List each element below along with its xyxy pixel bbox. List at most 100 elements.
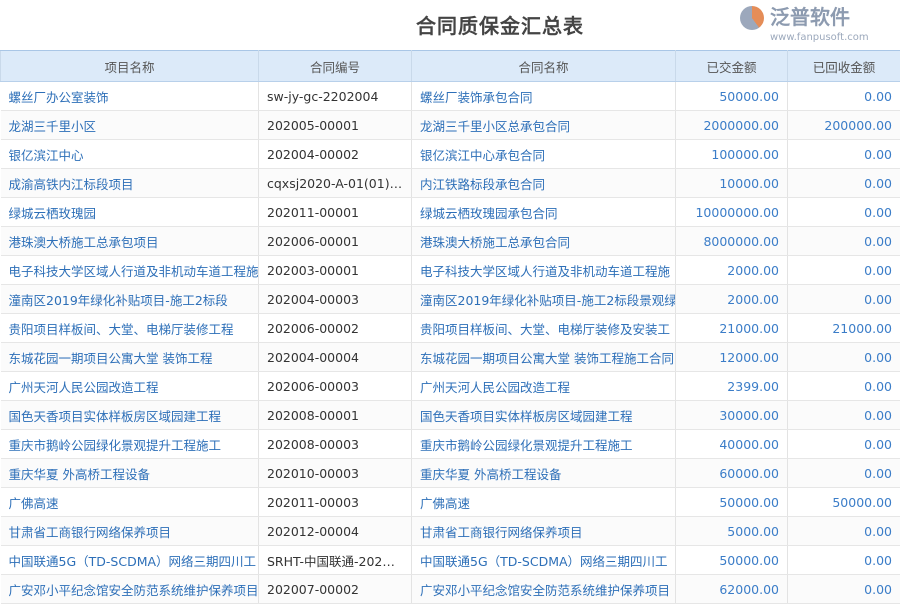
project-name-cell[interactable]: 成渝高铁内江标段项目 [1,169,259,198]
contract-name-cell[interactable]: 内江铁路标段承包合同 [412,169,676,198]
paid-amount-cell: 2000.00 [676,285,788,314]
contract-code-cell: 202006-00003 [259,372,412,401]
project-name-cell[interactable]: 国色天香项目实体样板房区域园建工程 [1,401,259,430]
contract-code-cell: 202007-00002 [259,575,412,604]
paid-amount-cell: 2000.00 [676,256,788,285]
fanpu-logo-icon [740,6,764,30]
paid-amount-cell: 60000.00 [676,459,788,488]
contract-name-cell[interactable]: 东城花园一期项目公寓大堂 装饰工程施工合同 [412,343,676,372]
recovered-amount-cell: 0.00 [788,256,900,285]
column-header-project-name[interactable]: 项目名称 [1,51,259,82]
contract-name-cell[interactable]: 电子科技大学区域人行道及非机动车道工程施 [412,256,676,285]
project-name-cell[interactable]: 贵阳项目样板间、大堂、电梯厅装修工程 [1,314,259,343]
recovered-amount-cell: 0.00 [788,169,900,198]
contract-code-cell: 202004-00003 [259,285,412,314]
paid-amount-cell: 10000.00 [676,169,788,198]
project-name-cell[interactable]: 重庆市鹅岭公园绿化景观提升工程施工 [1,430,259,459]
project-name-cell[interactable]: 中国联通5G（TD-SCDMA）网络三期四川工 [1,546,259,575]
watermark-url: www.fanpusoft.com [770,32,869,44]
paid-amount-cell: 40000.00 [676,430,788,459]
contract-name-cell[interactable]: 广安邓小平纪念馆安全防范系统维护保养项目 [412,575,676,604]
recovered-amount-cell: 0.00 [788,401,900,430]
contract-name-cell[interactable]: 龙湖三千里小区总承包合同 [412,111,676,140]
paid-amount-cell: 30000.00 [676,401,788,430]
column-header-paid-amount[interactable]: 已交金额 [676,51,788,82]
contract-name-cell[interactable]: 重庆市鹅岭公园绿化景观提升工程施工 [412,430,676,459]
recovered-amount-cell: 0.00 [788,430,900,459]
project-name-cell[interactable]: 绿城云栖玫瑰园 [1,198,259,227]
contract-name-cell[interactable]: 港珠澳大桥施工总承包合同 [412,227,676,256]
contract-name-cell[interactable]: 中国联通5G（TD-SCDMA）网络三期四川工 [412,546,676,575]
paid-amount-cell: 8000000.00 [676,227,788,256]
recovered-amount-cell: 0.00 [788,227,900,256]
project-name-cell[interactable]: 广州天河人民公园改造工程 [1,372,259,401]
column-header-recovered-amount[interactable]: 已回收金额 [788,51,900,82]
contract-code-cell: 202011-00001 [259,198,412,227]
contract-name-cell[interactable]: 绿城云栖玫瑰园承包合同 [412,198,676,227]
contract-code-cell: cqxsj2020-A-01(01)… [259,169,412,198]
column-header-contract-code[interactable]: 合同编号 [259,51,412,82]
recovered-amount-cell: 0.00 [788,517,900,546]
project-name-cell[interactable]: 银亿滨江中心 [1,140,259,169]
column-header-contract-name[interactable]: 合同名称 [412,51,676,82]
contract-name-cell[interactable]: 潼南区2019年绿化补贴项目-施工2标段景观绿 [412,285,676,314]
recovered-amount-cell: 21000.00 [788,314,900,343]
project-name-cell[interactable]: 东城花园一期项目公寓大堂 装饰工程 [1,343,259,372]
recovered-amount-cell: 0.00 [788,82,900,111]
project-name-cell[interactable]: 螺丝厂办公室装饰 [1,82,259,111]
project-name-cell[interactable]: 港珠澳大桥施工总承包项目 [1,227,259,256]
project-name-cell[interactable]: 甘肃省工商银行网络保养项目 [1,517,259,546]
recovered-amount-cell: 0.00 [788,575,900,604]
paid-amount-cell: 2000000.00 [676,111,788,140]
contract-code-cell: 202008-00001 [259,401,412,430]
table-header-row: 项目名称 合同编号 合同名称 已交金额 已回收金额 [1,51,900,82]
contract-code-cell: 202005-00001 [259,111,412,140]
contract-name-cell[interactable]: 甘肃省工商银行网络保养项目 [412,517,676,546]
recovered-amount-cell: 200000.00 [788,111,900,140]
watermark-logo: 泛普软件 www.fanpusoft.com [740,4,890,48]
recovered-amount-cell: 0.00 [788,372,900,401]
contract-name-cell[interactable]: 重庆华夏 外高桥工程设备 [412,459,676,488]
contract-name-cell[interactable]: 国色天香项目实体样板房区域园建工程 [412,401,676,430]
contract-name-cell[interactable]: 广佛高速 [412,488,676,517]
paid-amount-cell: 2399.00 [676,372,788,401]
paid-amount-cell: 5000.00 [676,517,788,546]
project-name-cell[interactable]: 龙湖三千里小区 [1,111,259,140]
project-name-cell[interactable]: 电子科技大学区域人行道及非机动车道工程施 [1,256,259,285]
recovered-amount-cell: 0.00 [788,459,900,488]
paid-amount-cell: 10000000.00 [676,198,788,227]
contract-code-cell: sw-jy-gc-2202004 [259,82,412,111]
contract-name-cell[interactable]: 贵阳项目样板间、大堂、电梯厅装修及安装工 [412,314,676,343]
paid-amount-cell: 12000.00 [676,343,788,372]
project-name-cell[interactable]: 广安邓小平纪念馆安全防范系统维护保养项目 [1,575,259,604]
recovered-amount-cell: 0.00 [788,285,900,314]
contract-name-cell[interactable]: 广州天河人民公园改造工程 [412,372,676,401]
recovered-amount-cell: 50000.00 [788,488,900,517]
project-name-cell[interactable]: 广佛高速 [1,488,259,517]
contract-name-cell[interactable]: 银亿滨江中心承包合同 [412,140,676,169]
recovered-amount-cell: 0.00 [788,140,900,169]
project-name-cell[interactable]: 重庆华夏 外高桥工程设备 [1,459,259,488]
paid-amount-cell: 100000.00 [676,140,788,169]
project-name-cell[interactable]: 潼南区2019年绿化补贴项目-施工2标段 [1,285,259,314]
contract-name-cell[interactable]: 螺丝厂装饰承包合同 [412,82,676,111]
